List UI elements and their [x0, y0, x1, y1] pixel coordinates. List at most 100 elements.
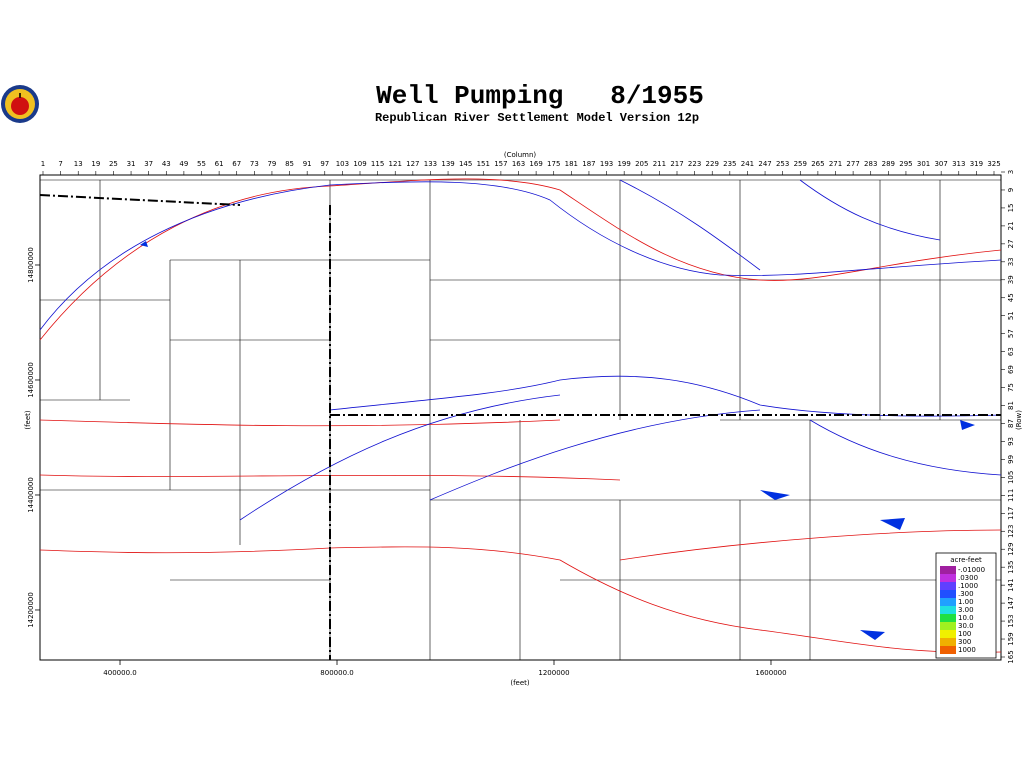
column-tick-label: 283 [864, 160, 877, 168]
row-tick-label: 39 [1007, 275, 1015, 284]
legend-label: 30.0 [958, 622, 974, 630]
column-tick-label: 1 [41, 160, 45, 168]
column-tick-label: 313 [952, 160, 965, 168]
row-tick-label: 87 [1007, 419, 1015, 428]
column-tick-label: 55 [197, 160, 206, 168]
column-tick-label: 199 [617, 160, 630, 168]
row-tick-label: 93 [1007, 437, 1015, 446]
column-tick-label: 61 [215, 160, 224, 168]
row-tick-label: 63 [1007, 347, 1015, 356]
column-tick-label: 265 [811, 160, 824, 168]
legend: acre-feet-.01000.0300.1000.3001.003.0010… [935, 552, 997, 659]
column-tick-label: 271 [829, 160, 842, 168]
row-tick-label: 111 [1007, 489, 1015, 502]
column-tick-label: 31 [127, 160, 136, 168]
column-label: (Column) [504, 151, 537, 159]
column-tick-label: 133 [424, 160, 437, 168]
column-tick-label: 19 [91, 160, 100, 168]
row-tick-label: 9 [1007, 188, 1015, 192]
row-tick-label: 129 [1007, 543, 1015, 556]
subtitle: Republican River Settlement Model Versio… [375, 111, 699, 125]
y-tick-label: 14800000 [27, 247, 35, 283]
legend-label: 10.0 [958, 614, 974, 622]
legend-swatch [940, 598, 956, 606]
row-tick-label: 15 [1007, 203, 1015, 212]
column-tick-label: 235 [723, 160, 736, 168]
legend-label: 1000 [958, 646, 976, 654]
column-tick-label: 223 [688, 160, 701, 168]
column-tick-label: 115 [371, 160, 384, 168]
column-tick-label: 97 [320, 160, 329, 168]
row-label: (Row) [1015, 410, 1023, 430]
y-tick-label: 14400000 [27, 477, 35, 513]
column-tick-label: 67 [232, 160, 241, 168]
column-tick-label: 181 [565, 160, 578, 168]
column-tick-label: 73 [250, 160, 259, 168]
column-tick-label: 241 [741, 160, 754, 168]
title: Well Pumping 8/1955 [376, 81, 704, 111]
legend-swatch [940, 614, 956, 622]
legend-label: -.01000 [958, 566, 985, 574]
x-label: (feet) [510, 679, 530, 687]
y-tick-label: 14600000 [27, 362, 35, 398]
column-tick-label: 151 [477, 160, 490, 168]
column-tick-label: 211 [653, 160, 666, 168]
column-tick-label: 169 [529, 160, 542, 168]
row-tick-label: 135 [1007, 560, 1015, 573]
column-tick-label: 43 [162, 160, 171, 168]
column-tick-label: 139 [441, 160, 454, 168]
row-tick-label: 69 [1007, 365, 1015, 374]
column-tick-label: 103 [336, 160, 349, 168]
legend-label: 3.00 [958, 606, 974, 614]
row-tick-label: 141 [1007, 578, 1015, 591]
row-tick-label: 75 [1007, 383, 1015, 392]
column-tick-label: 49 [179, 160, 188, 168]
legend-swatch [940, 638, 956, 646]
legend-label: .300 [958, 590, 974, 598]
x-tick-label: 1200000 [538, 669, 569, 677]
legend-swatch [940, 606, 956, 614]
column-tick-label: 127 [406, 160, 419, 168]
column-tick-label: 301 [917, 160, 930, 168]
y-label: (feet) [24, 410, 32, 430]
row-tick-label: 33 [1007, 257, 1015, 266]
row-tick-label: 165 [1007, 650, 1015, 663]
row-tick-label: 117 [1007, 507, 1015, 520]
map-features [39, 174, 1002, 661]
column-tick-label: 259 [794, 160, 807, 168]
y-tick-label: 14200000 [27, 592, 35, 628]
column-tick-label: 25 [109, 160, 118, 168]
logo [1, 85, 39, 123]
row-tick-label: 153 [1007, 614, 1015, 627]
x-tick-label: 800000.0 [320, 669, 353, 677]
legend-swatch [940, 590, 956, 598]
row-tick-label: 147 [1007, 596, 1015, 609]
row-tick-label: 45 [1007, 293, 1015, 302]
column-tick-label: 145 [459, 160, 472, 168]
column-tick-label: 85 [285, 160, 294, 168]
row-tick-label: 159 [1007, 632, 1015, 645]
column-tick-label: 205 [635, 160, 648, 168]
legend-swatch [940, 574, 956, 582]
row-tick-label: 27 [1007, 239, 1015, 248]
legend-swatch [940, 630, 956, 638]
legend-label: .0300 [958, 574, 978, 582]
row-tick-label: 57 [1007, 329, 1015, 338]
legend-swatch [940, 582, 956, 590]
column-tick-label: 229 [706, 160, 719, 168]
column-tick-label: 307 [934, 160, 947, 168]
legend-label: 1.00 [958, 598, 974, 606]
row-tick-label: 51 [1007, 311, 1015, 320]
column-tick-label: 319 [970, 160, 983, 168]
x-tick-label: 1600000 [755, 669, 786, 677]
legend-swatch [940, 566, 956, 574]
column-tick-label: 91 [303, 160, 312, 168]
column-tick-label: 157 [494, 160, 507, 168]
column-tick-label: 325 [987, 160, 1000, 168]
legend-swatch [940, 646, 956, 654]
row-tick-label: 105 [1007, 471, 1015, 484]
column-tick-label: 295 [899, 160, 912, 168]
legend-label: .1000 [958, 582, 978, 590]
column-tick-label: 193 [600, 160, 613, 168]
